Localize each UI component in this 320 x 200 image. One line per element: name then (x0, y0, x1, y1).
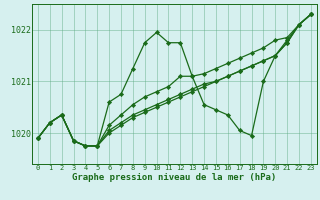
X-axis label: Graphe pression niveau de la mer (hPa): Graphe pression niveau de la mer (hPa) (72, 173, 276, 182)
